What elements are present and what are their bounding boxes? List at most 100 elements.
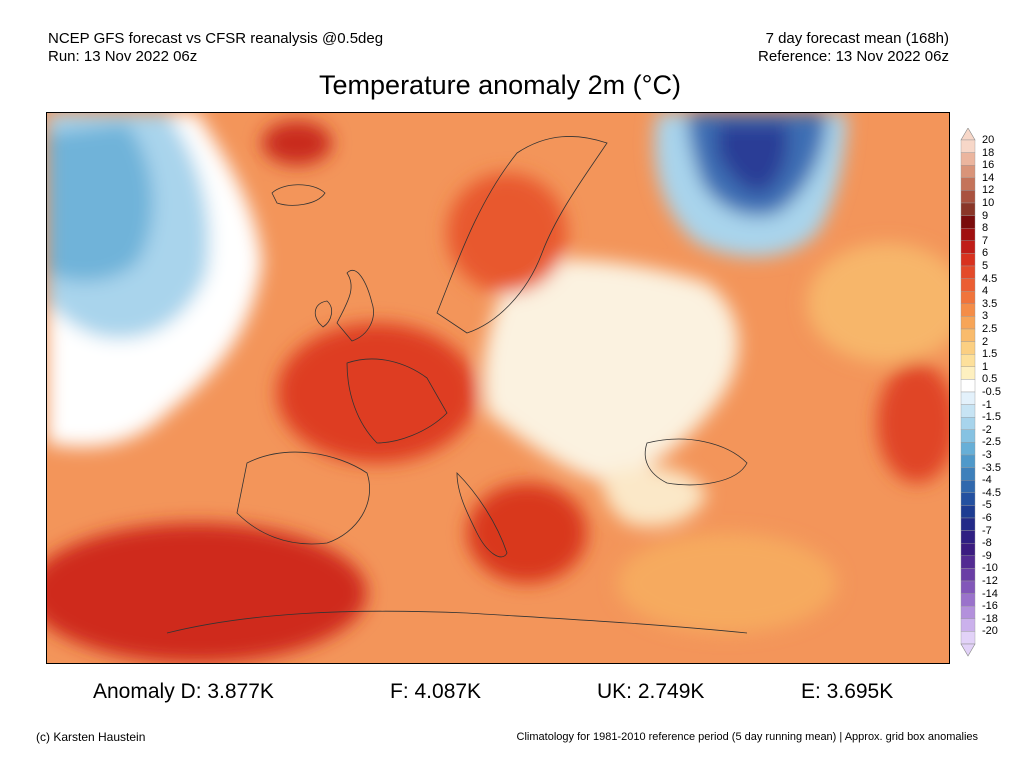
western-europe-warm-area xyxy=(277,323,477,463)
colorbar-label: 3.5 xyxy=(982,297,998,310)
colorbar-swatch xyxy=(960,177,976,191)
stat-f: F: 4.087K xyxy=(390,680,482,703)
coastlines xyxy=(166,136,748,634)
colorbar-label: -6 xyxy=(982,512,992,524)
colorbar-label: -2 xyxy=(982,423,992,436)
colorbar-bottom-arrow xyxy=(960,643,976,657)
colorbar-swatch xyxy=(960,265,976,279)
colorbar-swatch xyxy=(960,227,976,241)
colorbar-label: 3 xyxy=(982,310,989,323)
colorbar-swatch xyxy=(960,492,976,506)
colorbar-label: 12 xyxy=(982,184,995,197)
colorbar-swatch xyxy=(960,190,976,204)
colorbar-label: 10 xyxy=(982,197,995,209)
colorbar-label: 18 xyxy=(982,146,995,159)
colorbar-label: 6 xyxy=(982,247,989,260)
colorbar-swatch xyxy=(960,328,976,342)
colorbar-swatch xyxy=(960,580,976,594)
colorbar-swatch xyxy=(960,442,976,456)
colorbar-label: -16 xyxy=(982,600,998,613)
colorbar-swatch xyxy=(960,404,976,418)
colorbar-swatch xyxy=(960,505,976,519)
black-sea-region xyxy=(603,467,707,527)
atlantic-cold-core xyxy=(47,123,154,282)
colorbar-label: -2.5 xyxy=(982,436,1001,449)
colorbar-label: -7 xyxy=(982,524,992,537)
colorbar-swatch xyxy=(960,429,976,443)
colorbar-label: -0.5 xyxy=(982,386,1001,398)
copyright: (c) Karsten Haustein xyxy=(36,730,146,744)
colorbar-label: -3 xyxy=(982,449,992,461)
colorbar-label: -3.5 xyxy=(982,461,1001,474)
colorbar-swatch xyxy=(960,543,976,557)
france-coast xyxy=(346,358,448,444)
climatology-note: Climatology for 1981-2010 reference peri… xyxy=(516,731,978,743)
colorbar-swatch xyxy=(960,152,976,166)
header-right: 7 day forecast mean (168h) Reference: 13… xyxy=(758,30,949,66)
colorbar-label: 20 xyxy=(982,134,995,146)
colorbar-label: -1.5 xyxy=(982,411,1001,424)
black-sea-coast xyxy=(644,438,748,486)
colorbar-swatch xyxy=(960,379,976,393)
colorbar-label: 4 xyxy=(982,285,989,298)
colorbar-label: 1.5 xyxy=(982,348,998,361)
forecast-period: 7 day forecast mean (168h) xyxy=(765,30,949,47)
colorbar-label: -20 xyxy=(982,625,998,638)
colorbar-label: 14 xyxy=(982,171,995,184)
scandinavia-coast xyxy=(436,136,608,334)
colorbar-label: -12 xyxy=(982,575,998,587)
turkey-mild-area xyxy=(617,533,837,633)
colorbar-label: -18 xyxy=(982,612,998,625)
stat-e: E: 3.695K xyxy=(801,680,894,703)
colorbar-swatch xyxy=(960,480,976,494)
colorbar-swatch xyxy=(960,606,976,620)
colorbar xyxy=(960,128,976,657)
colorbar-swatch xyxy=(960,341,976,355)
colorbar-label: -4.5 xyxy=(982,486,1001,499)
anomaly-map xyxy=(46,112,950,664)
north-africa-coast xyxy=(166,610,748,634)
colorbar-swatch xyxy=(960,631,976,645)
map-canvas xyxy=(47,113,949,663)
colorbar-label: -4 xyxy=(982,474,992,487)
colorbar-swatch xyxy=(960,240,976,254)
italy-coast xyxy=(456,472,508,558)
ireland-coast xyxy=(314,300,333,328)
colorbar-swatch xyxy=(960,290,976,304)
colorbar-swatch xyxy=(960,366,976,380)
colorbar-label: 2.5 xyxy=(982,323,998,335)
colorbar-label: -9 xyxy=(982,549,992,562)
colorbar-swatch xyxy=(960,202,976,216)
colorbar-swatch xyxy=(960,568,976,582)
colorbar-swatch xyxy=(960,530,976,544)
colorbar-swatch xyxy=(960,253,976,267)
colorbar-swatch xyxy=(960,316,976,330)
stat-uk: UK: 2.749K xyxy=(597,680,705,703)
colorbar-label: 5 xyxy=(982,260,989,272)
iceland-coast xyxy=(271,184,326,206)
iberia-coast xyxy=(236,451,370,545)
colorbar-label: 4.5 xyxy=(982,272,998,285)
colorbar-label: 0.5 xyxy=(982,373,998,386)
colorbar-swatch xyxy=(960,353,976,367)
colorbar-label: -10 xyxy=(982,562,998,575)
colorbar-swatch xyxy=(960,278,976,292)
colorbar-label: 16 xyxy=(982,159,995,172)
russia-deep-cold-core xyxy=(717,123,789,193)
colorbar-label: -5 xyxy=(982,499,992,512)
colorbar-swatch xyxy=(960,417,976,431)
colorbar-swatch xyxy=(960,303,976,317)
colorbar-label: 7 xyxy=(982,234,989,247)
uk-coast xyxy=(336,270,374,342)
colorbar-label: 1 xyxy=(982,360,989,373)
colorbar-label: -8 xyxy=(982,537,992,550)
colorbar-swatch xyxy=(960,215,976,229)
colorbar-swatch xyxy=(960,454,976,468)
iceland-warm-spot xyxy=(262,121,332,165)
colorbar-label: 8 xyxy=(982,222,989,235)
colorbar-swatch xyxy=(960,165,976,179)
colorbar-swatch xyxy=(960,593,976,607)
colorbar-swatch xyxy=(960,139,976,153)
caspian-warm-area xyxy=(877,363,949,483)
reference-time: Reference: 13 Nov 2022 06z xyxy=(758,48,949,65)
